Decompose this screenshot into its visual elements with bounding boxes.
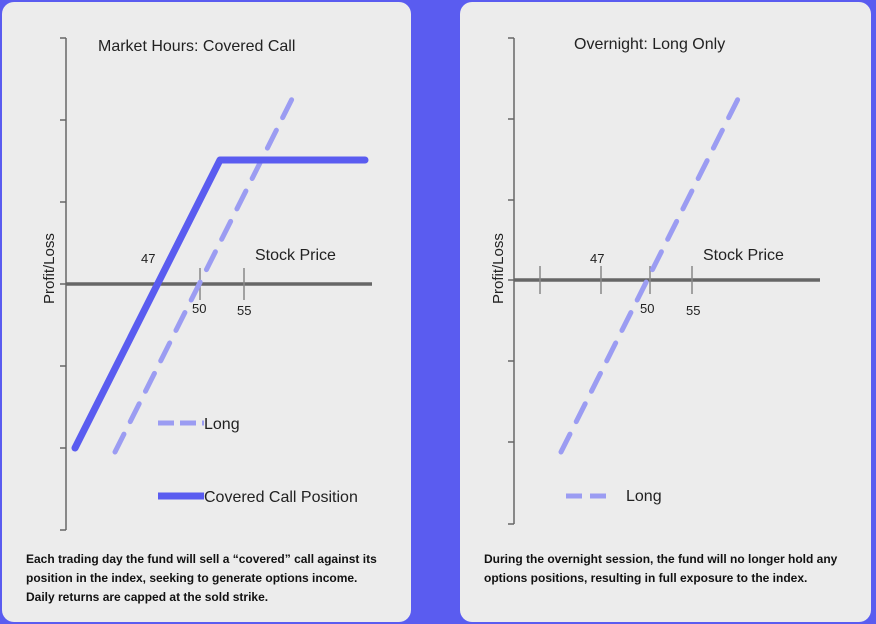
- caption-overnight: During the overnight session, the fund w…: [484, 552, 838, 585]
- panel-market-hours: Market Hours: Covered Call Profit/Loss S…: [2, 2, 411, 622]
- legend-label-long: Long: [204, 416, 240, 433]
- panel-overnight: Overnight: Long Only Profit/Loss Stock P…: [460, 2, 871, 622]
- long-line: [112, 96, 295, 455]
- x-axis-label: Stock Price: [703, 247, 784, 264]
- tick-label-50: 50: [192, 301, 206, 316]
- tick-label-55: 55: [237, 303, 251, 318]
- covered-call-diagram: Market Hours: Covered Call Profit/Loss S…: [41, 37, 372, 531]
- x-axis-label: Stock Price: [255, 247, 336, 264]
- legend-label-long: Long: [626, 488, 662, 505]
- chart-title: Overnight: Long Only: [574, 36, 725, 53]
- long-line: [558, 96, 741, 455]
- y-axis-label: Profit/Loss: [41, 233, 58, 304]
- caption-market-hours: Each trading day the fund will sell a “c…: [26, 552, 377, 604]
- tick-label-55: 55: [686, 303, 700, 318]
- long-only-diagram: Overnight: Long Only Profit/Loss Stock P…: [490, 36, 820, 525]
- chart-title: Market Hours: Covered Call: [98, 38, 295, 55]
- legend-label-covered-call: Covered Call Position: [204, 489, 358, 506]
- tick-label-50: 50: [640, 301, 654, 316]
- tick-label-47: 47: [141, 251, 155, 266]
- y-axis-label: Profit/Loss: [490, 233, 507, 304]
- tick-label-47: 47: [590, 251, 604, 266]
- covered-call-line: [71, 156, 369, 452]
